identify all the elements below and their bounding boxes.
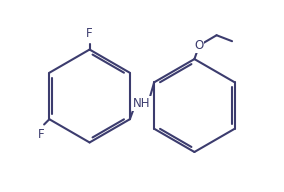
Text: O: O	[194, 40, 203, 52]
Text: F: F	[38, 128, 44, 141]
Text: NH: NH	[133, 97, 151, 110]
Text: F: F	[86, 27, 93, 41]
